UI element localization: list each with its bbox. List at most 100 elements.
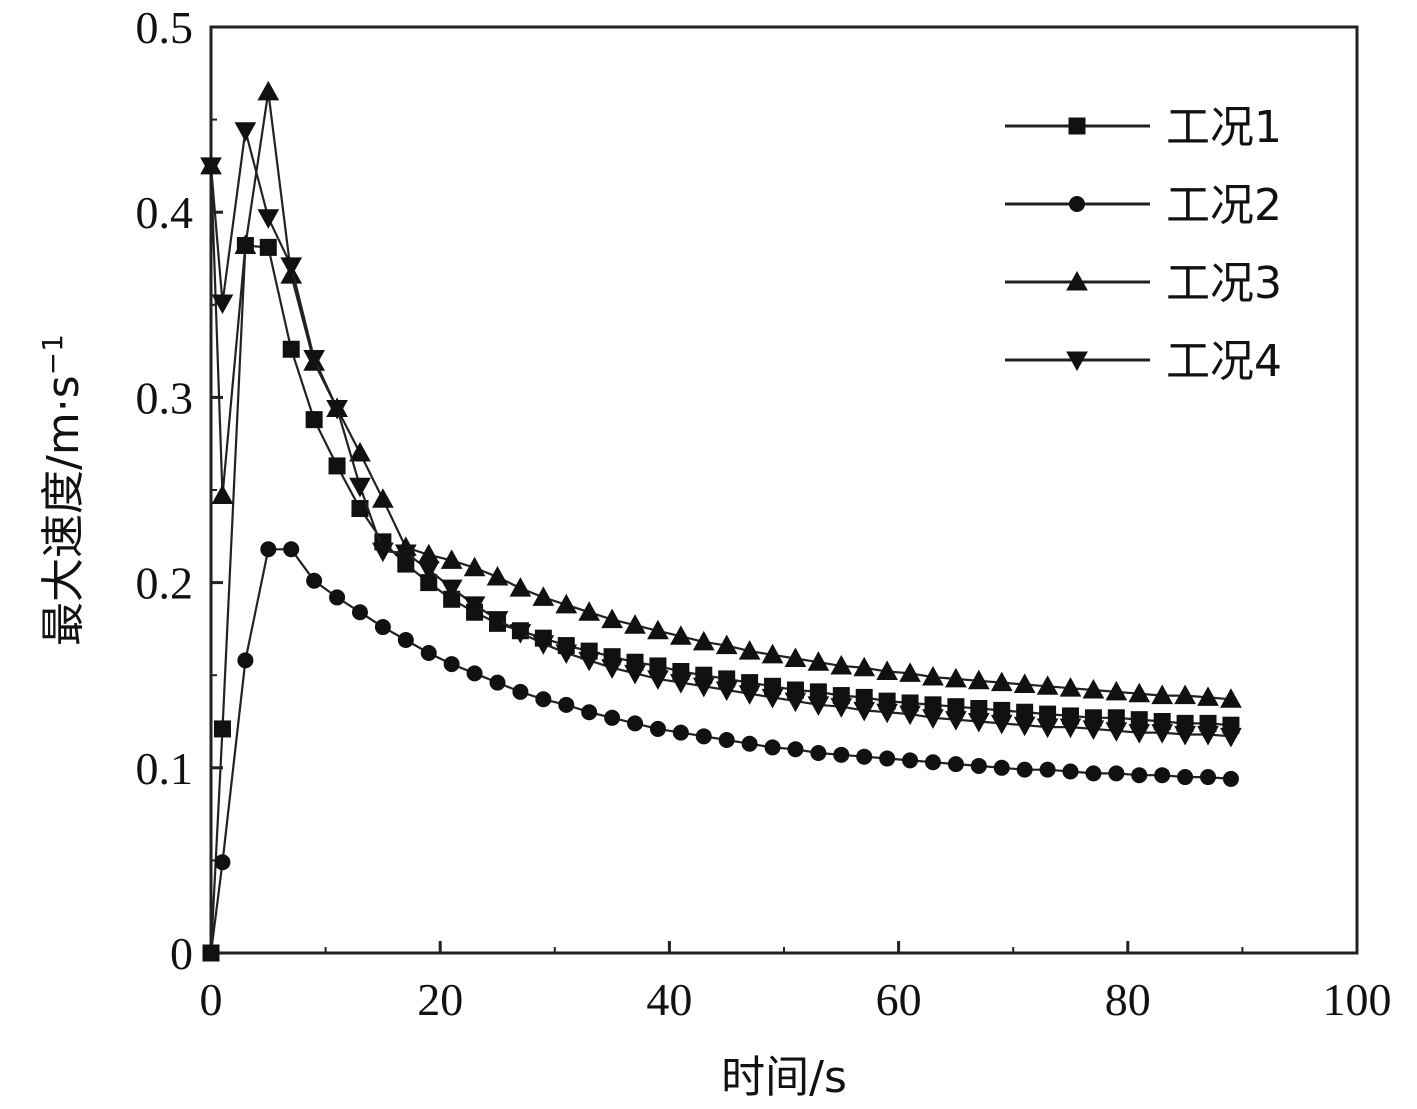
data-point-triangle-down [990, 714, 1013, 735]
series-line [209, 548, 1231, 954]
data-point-circle [214, 854, 231, 871]
data-point-circle [627, 715, 644, 732]
data-point-circle [833, 746, 850, 763]
data-point-triangle-up [555, 593, 578, 614]
data-point-square [305, 411, 323, 429]
data-point-triangle-up [1036, 675, 1059, 695]
data-point-triangle-up [486, 566, 509, 586]
data-point-square [213, 720, 231, 738]
series-line [209, 244, 1231, 954]
data-point-circle [1222, 770, 1239, 787]
series-line [209, 91, 1231, 701]
data-point-triangle-up [234, 234, 257, 255]
data-point-triangle-up [670, 625, 692, 645]
data-point-triangle-up [692, 630, 715, 651]
data-point-triangle-down [830, 698, 853, 718]
legend-item: 工况3 [1005, 258, 1282, 309]
y-axis-title-main: 最大速度/m·s [38, 375, 89, 646]
x-axis-title: 时间/s [721, 1052, 847, 1103]
data-point-circle [374, 619, 391, 636]
data-point-circle [1062, 763, 1079, 780]
data-point-triangle-up [647, 619, 669, 640]
data-point-triangle-down [1151, 724, 1174, 744]
data-point-circle [879, 750, 896, 767]
data-point-circle [443, 656, 460, 673]
series-2 [203, 541, 1239, 961]
data-point-triangle-up [257, 80, 280, 101]
x-tick-label: 20 [417, 974, 463, 1025]
data-point-triangle-up [876, 660, 898, 680]
data-point-circle [489, 674, 506, 691]
data-point-circle [512, 683, 529, 700]
data-point-circle [535, 691, 552, 708]
data-point-triangle-down [349, 477, 371, 498]
data-point-circle [787, 741, 804, 758]
data-point-triangle-down [234, 122, 257, 142]
data-point-triangle-down [1197, 725, 1219, 746]
data-point-triangle-up [738, 640, 761, 660]
data-point-triangle-up [1082, 678, 1105, 699]
series-4 [200, 122, 1242, 748]
data-point-circle [672, 724, 689, 741]
data-point-triangle-down [303, 350, 325, 370]
data-point-triangle-up [715, 634, 738, 655]
data-point-triangle-down [532, 635, 555, 655]
data-point-triangle-down [876, 703, 898, 724]
data-point-triangle-up [922, 666, 944, 686]
data-point-triangle-down [784, 692, 807, 713]
data-point-triangle-up [1066, 270, 1088, 291]
data-point-square [328, 457, 346, 475]
data-point-triangle-down [1174, 725, 1196, 746]
legend-item: 工况2 [1005, 180, 1282, 231]
data-point-triangle-down [417, 561, 440, 581]
data-point-circle [1069, 196, 1085, 212]
data-point-triangle-up [372, 488, 394, 508]
x-axis: 0 20 40 60 80 100 [200, 941, 1392, 1025]
legend-label: 工况2 [1166, 180, 1282, 231]
data-point-triangle-down [1105, 722, 1128, 742]
data-point-triangle-down [715, 681, 738, 702]
y-tick-label: 0.5 [136, 2, 194, 53]
data-point-circle [924, 754, 941, 771]
data-point-circle [1085, 765, 1102, 782]
data-point-circle [810, 744, 827, 761]
data-point-circle [558, 696, 575, 713]
data-point-circle [1131, 767, 1148, 784]
data-point-triangle-down [555, 644, 578, 665]
series-layer [200, 80, 1242, 962]
data-point-circle [1016, 761, 1033, 778]
data-point-triangle-down [945, 711, 967, 731]
data-point-triangle-up [1128, 682, 1151, 703]
data-point-triangle-up [509, 577, 532, 597]
data-point-circle [203, 945, 219, 961]
data-point-triangle-up [761, 643, 784, 664]
data-point-triangle-up [853, 656, 876, 677]
data-point-circle [718, 732, 735, 749]
data-point-circle [1177, 769, 1194, 786]
data-point-triangle-down [1059, 718, 1082, 739]
data-point-circle [970, 757, 987, 774]
legend-item: 工况1 [1005, 102, 1282, 153]
data-point-triangle-up [784, 647, 807, 668]
data-point-triangle-down [624, 664, 646, 685]
data-point-triangle-down [899, 705, 921, 726]
data-point-circle [604, 709, 621, 726]
data-point-triangle-up [990, 671, 1013, 692]
data-point-triangle-down [440, 579, 463, 600]
data-point-circle [856, 748, 873, 765]
data-point-circle [695, 728, 712, 745]
data-point-circle [649, 720, 666, 737]
data-point-triangle-up [463, 556, 486, 577]
data-point-triangle-down [967, 713, 990, 733]
data-point-triangle-up [945, 667, 967, 688]
data-point-triangle-up [1220, 688, 1242, 708]
data-point-triangle-down [509, 624, 532, 644]
data-point-triangle-down [486, 611, 509, 631]
y-tick-label: 0.1 [136, 743, 194, 794]
data-point-triangle-up [624, 614, 646, 634]
data-point-triangle-up [1059, 677, 1082, 697]
data-point-triangle-up [1174, 684, 1196, 705]
y-axis-title-exponent: −1 [36, 334, 69, 375]
y-tick-label: 0 [170, 928, 193, 979]
data-point-square [1068, 117, 1086, 135]
